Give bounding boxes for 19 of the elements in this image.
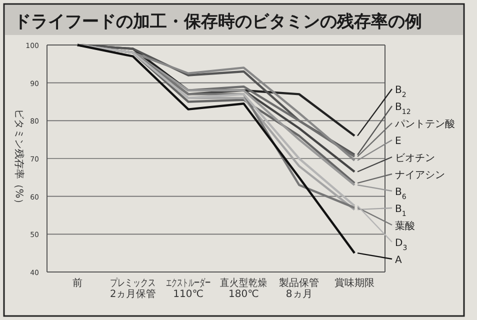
legend-label: ナイアシン	[395, 170, 445, 181]
text: 葉酸	[395, 220, 415, 232]
legend-label: B$_{6}$	[395, 187, 407, 201]
x-tick-label: エクストルーダー 110℃	[166, 276, 211, 300]
x-tick-label: 賞味期限	[334, 278, 375, 289]
text: B$_{12}$	[395, 102, 411, 116]
legend-label: ビオチン	[395, 153, 435, 164]
legend-label: A	[395, 255, 402, 266]
text: E	[395, 136, 402, 147]
title: ドライフードの加工・保存時のビタミンの残存率の例	[14, 12, 422, 32]
legend-label: B$_{1}$	[395, 204, 406, 218]
text: B$_{2}$	[395, 85, 406, 99]
y-axis-title: ビタミン残存率（%）	[13, 108, 25, 208]
x-tick-label: プレミックス 2ヵ月保管	[110, 278, 156, 300]
x-tick-label: 製品保管 8ヵ月	[279, 278, 320, 300]
text: パントテン酸	[394, 118, 455, 130]
text: D$_{3}$	[395, 238, 408, 252]
x-tick-label: 前	[72, 278, 82, 289]
x-tick-label: 直火型乾燥 180℃	[220, 278, 268, 300]
